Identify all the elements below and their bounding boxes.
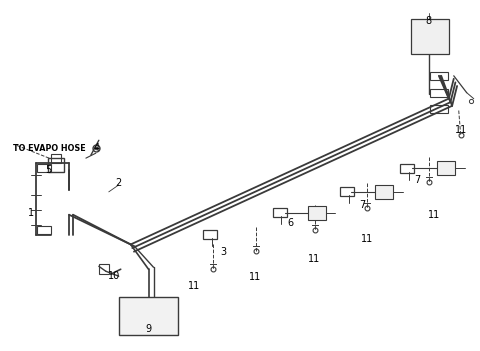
Text: 11: 11	[309, 254, 321, 264]
Text: 5: 5	[45, 165, 51, 175]
Text: 11: 11	[455, 125, 467, 135]
Text: 11: 11	[428, 210, 440, 220]
Text: 11: 11	[188, 281, 200, 291]
Bar	[340, 187, 354, 196]
Bar	[375, 185, 393, 199]
Bar	[273, 208, 287, 217]
Bar	[51, 154, 61, 163]
Text: 2: 2	[116, 178, 122, 188]
Bar	[437, 161, 455, 175]
Text: 10: 10	[108, 271, 120, 281]
Text: 11: 11	[249, 272, 261, 282]
Bar	[203, 230, 217, 239]
Bar	[400, 164, 414, 173]
Bar	[430, 72, 448, 80]
Bar	[308, 206, 325, 220]
Text: 3: 3	[220, 247, 226, 257]
Text: 8: 8	[426, 16, 432, 26]
Bar	[430, 105, 448, 113]
Bar	[430, 89, 448, 97]
Text: 9: 9	[145, 324, 152, 334]
Text: 11: 11	[361, 234, 373, 245]
Bar	[411, 19, 449, 54]
Bar	[48, 158, 64, 172]
Text: TO EVAPO HOSE: TO EVAPO HOSE	[13, 144, 86, 153]
Text: 7: 7	[360, 200, 366, 210]
Text: 7: 7	[414, 175, 420, 185]
Bar	[37, 164, 51, 172]
Text: 4: 4	[94, 143, 100, 153]
Bar	[99, 264, 109, 274]
Bar	[119, 297, 179, 335]
Text: 6: 6	[288, 218, 294, 228]
Text: 1: 1	[28, 208, 34, 218]
Bar	[37, 226, 51, 233]
